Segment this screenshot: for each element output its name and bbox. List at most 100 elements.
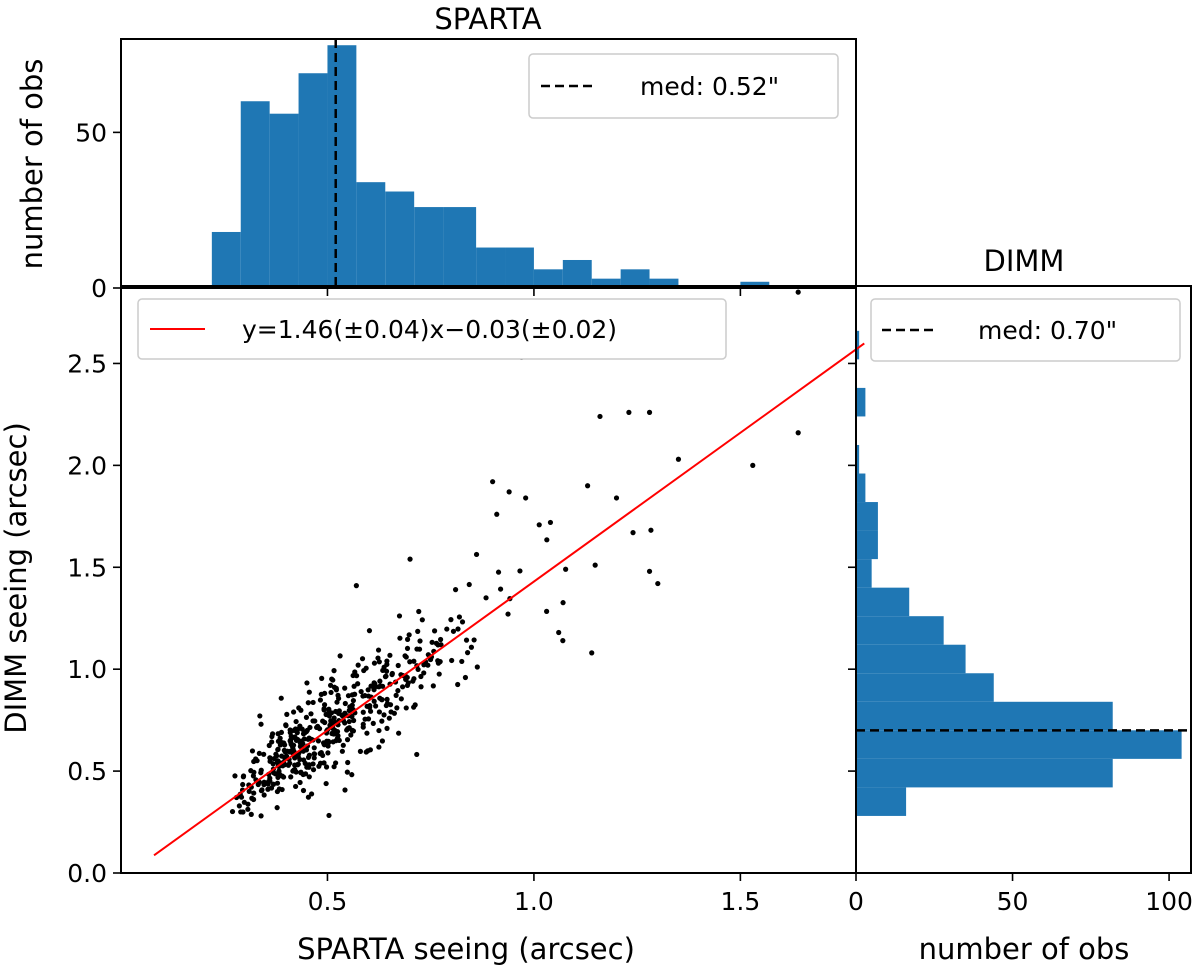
scatter-point [505, 611, 511, 617]
scatter-point [523, 495, 529, 501]
scatter-point [238, 809, 244, 815]
scatter-x-tick-label: 1.0 [514, 887, 554, 916]
scatter-point [414, 751, 420, 758]
scatter-point [261, 792, 267, 798]
scatter-point [256, 750, 262, 757]
scatter-point [306, 774, 312, 780]
scatter-point [675, 456, 682, 462]
scatter-point [381, 712, 387, 718]
scatter-point [387, 702, 394, 708]
scatter-point [655, 580, 661, 587]
scatter-point [325, 743, 331, 749]
scatter-y-tick-label: 2.0 [67, 451, 107, 480]
scatter-point [285, 762, 292, 768]
scatter-point [407, 659, 413, 665]
scatter-point [367, 747, 373, 753]
right-histogram-bar [856, 330, 860, 360]
scatter-point [306, 689, 312, 695]
scatter-point [435, 642, 441, 648]
scatter-point [258, 767, 264, 773]
scatter-point [367, 704, 373, 711]
scatter-point [283, 723, 289, 729]
right-histogram-bar [856, 559, 872, 588]
scatter-point [236, 803, 242, 809]
top-legend-label: med: 0.52" [640, 72, 779, 101]
scatter-point [359, 656, 366, 662]
scatter-point [398, 696, 404, 702]
scatter-point [274, 788, 281, 795]
scatter-point [494, 511, 500, 517]
scatter-point [377, 695, 383, 701]
scatter-point [307, 724, 313, 731]
scatter-point [368, 683, 374, 689]
scatter-point [320, 752, 326, 759]
scatter-point [429, 639, 435, 645]
scatter-point [560, 600, 566, 606]
scatter-point [261, 779, 267, 785]
scatter-point [269, 731, 276, 737]
scatter-point [648, 527, 654, 533]
scatter-point [497, 586, 504, 592]
right-histogram-bar [856, 387, 866, 417]
scatter-point [384, 725, 390, 731]
top-histogram-bar [740, 281, 770, 288]
scatter-point [396, 730, 402, 736]
right-x-tick-label: 0 [848, 887, 864, 916]
scatter-point [352, 669, 358, 675]
scatter-point [430, 683, 436, 689]
scatter-point [404, 645, 411, 652]
scatter-point [630, 530, 636, 536]
top-histogram-bar [327, 45, 357, 288]
scatter-point [449, 657, 455, 664]
scatter-point [750, 462, 756, 468]
scatter-point [249, 748, 256, 754]
scatter-point [626, 409, 632, 415]
scatter-point [471, 637, 477, 643]
scatter-point [275, 773, 281, 779]
scatter-point [419, 617, 425, 623]
scatter-y-tick-label: 2.5 [67, 349, 107, 378]
scatter-point [377, 678, 383, 684]
top-histogram-bar [269, 113, 299, 288]
right-histogram-bar [856, 587, 910, 617]
scatter-point [395, 688, 401, 694]
top-histogram-y-ticks: 0 50 [75, 118, 121, 303]
scatter-point [319, 675, 325, 681]
scatter-point [328, 718, 334, 724]
scatter-point [399, 684, 406, 690]
scatter-point [544, 608, 550, 614]
scatter-point [349, 772, 355, 778]
scatter-point [355, 662, 361, 668]
scatter-point [404, 636, 411, 642]
scatter-point [397, 635, 403, 641]
scatter-point [310, 718, 316, 724]
right-histogram-bar [856, 758, 1113, 788]
top-histogram-legend: med: 0.52" [528, 53, 839, 119]
scatter-point [245, 806, 251, 812]
scatter-point [329, 730, 335, 737]
scatter-point [348, 732, 354, 738]
scatter-point [291, 727, 297, 734]
scatter-point [376, 709, 382, 715]
scatter-point [246, 788, 252, 795]
scatter-point [547, 519, 554, 526]
scatter-point [326, 709, 332, 715]
scatter-point [270, 781, 277, 787]
scatter-point [585, 483, 591, 489]
scatter-point [459, 658, 465, 665]
scatter-y-tick-label: 0.0 [67, 859, 107, 888]
right-histogram-legend: med: 0.70" [870, 298, 1181, 362]
scatter-point [336, 708, 342, 714]
scatter-point [396, 613, 403, 619]
scatter-point [613, 495, 620, 501]
scatter-point [254, 758, 260, 764]
right-histogram-bar [856, 644, 966, 674]
scatter-point [395, 662, 401, 669]
right-histogram-title: DIMM [984, 244, 1065, 278]
scatter-point [646, 568, 653, 574]
scatter-point [384, 661, 390, 667]
scatter-point [258, 813, 264, 819]
scatter-point [323, 764, 330, 770]
right-histogram-y-ticks [848, 362, 856, 874]
